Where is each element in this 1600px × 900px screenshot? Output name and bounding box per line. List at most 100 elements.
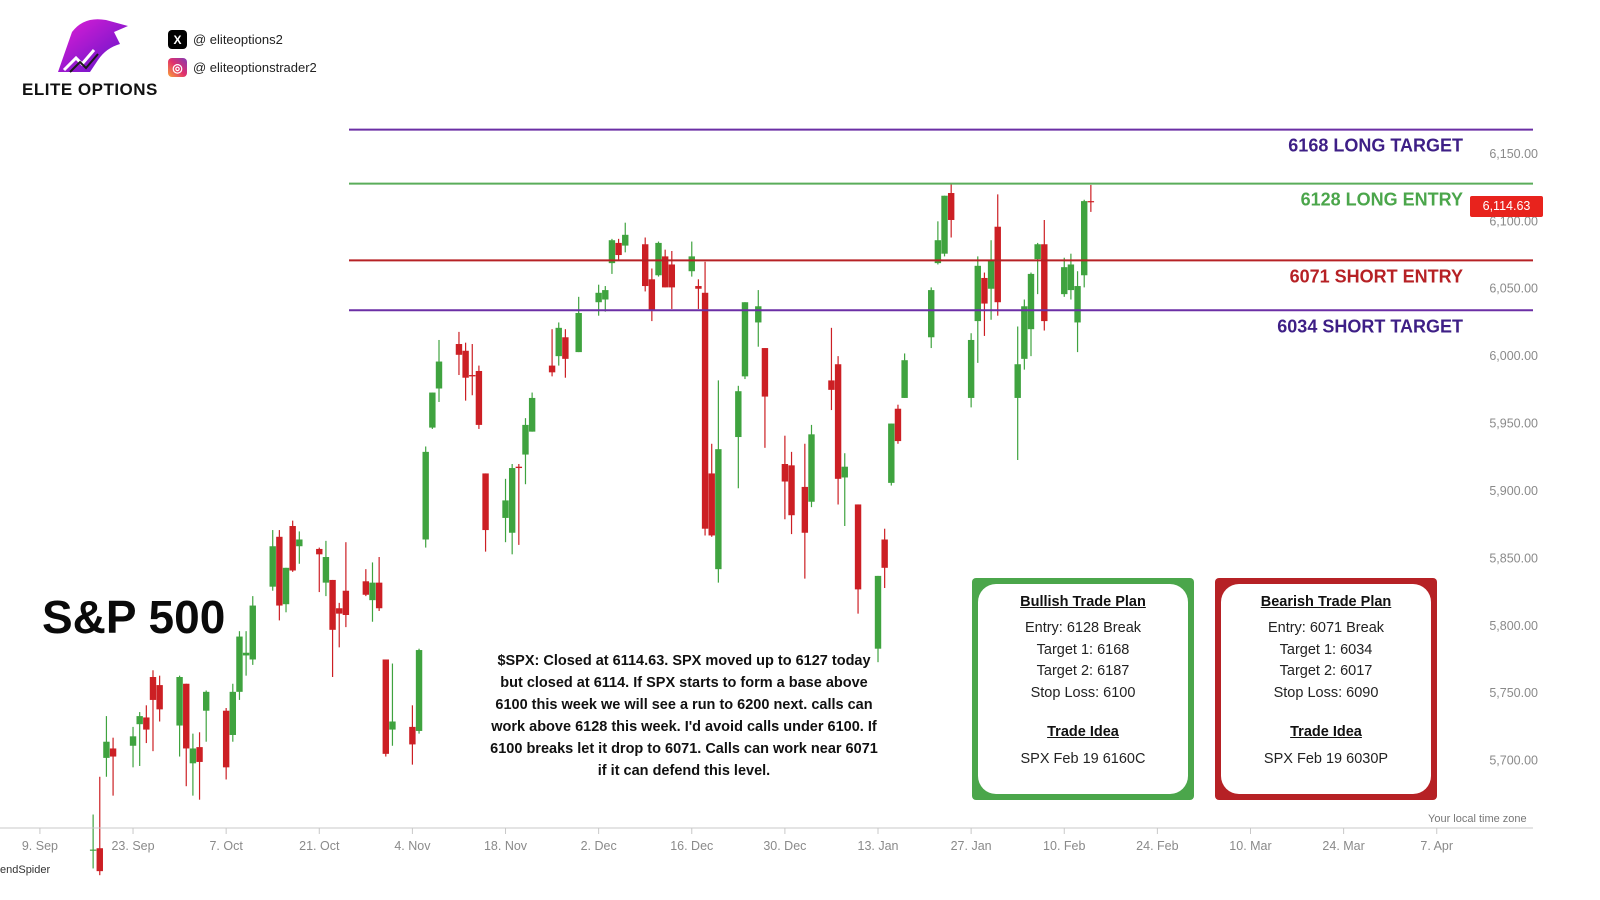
- x-tick-label: 23. Sep: [111, 839, 154, 853]
- x-icon: X: [168, 30, 187, 49]
- candle-body: [508, 468, 516, 533]
- y-axis: 6,150.00 6,100.00 6,050.00 6,000.00 5,950.00…: [1489, 147, 1538, 768]
- candle: [1034, 242, 1041, 295]
- social-instagram[interactable]: ◎ @ eliteoptionstrader2: [168, 58, 317, 77]
- bearish-stop-loss: Stop Loss: 6090: [1273, 684, 1379, 701]
- bullish-target-1: Target 1: 6168: [1036, 641, 1130, 658]
- candle-body: [648, 279, 656, 311]
- levels-group: 6168 LONG TARGET 6128 LONG ENTRY 6071 SHOR…: [349, 128, 1533, 336]
- candle: [415, 648, 423, 734]
- x-tick-label: 24. Feb: [1136, 839, 1178, 853]
- candle: [615, 238, 622, 261]
- candle: [282, 567, 290, 613]
- candle-body: [655, 242, 662, 276]
- candle: [894, 404, 902, 444]
- eagle-logo-icon: [58, 19, 128, 73]
- bullish-idea-title: Trade Idea: [1047, 724, 1119, 740]
- candle-body: [974, 265, 981, 322]
- candle: [741, 302, 749, 380]
- timezone-label[interactable]: Your local time zone: [1428, 813, 1527, 825]
- candle-body: [981, 277, 988, 304]
- level-label: 6071 SHORT ENTRY: [1290, 266, 1463, 286]
- candle: [329, 579, 336, 678]
- candle-body: [109, 748, 117, 757]
- x-axis: 9. Sep 23. Sep 7. Oct 21. Oct 4. Nov 18. Nov 2…: [0, 827, 1533, 853]
- candle: [249, 596, 256, 665]
- bullish-plan-title: Bullish Trade Plan: [1020, 594, 1146, 610]
- candle-body: [1034, 244, 1041, 260]
- candle-body: [422, 451, 429, 540]
- candle-body: [928, 290, 935, 338]
- candle-body: [755, 306, 762, 323]
- candle-body: [608, 240, 616, 264]
- candle: [143, 705, 150, 744]
- candle: [981, 272, 988, 336]
- x-tick-label: 7. Oct: [209, 839, 243, 853]
- candle: [189, 733, 197, 796]
- candle-body: [595, 292, 602, 303]
- x-tick-label: 4. Nov: [394, 839, 431, 853]
- candle: [455, 331, 463, 376]
- candle-body: [894, 408, 902, 442]
- candle: [229, 683, 237, 742]
- candle: [788, 451, 795, 535]
- candle-body: [575, 313, 582, 353]
- brand-logo: [20, 14, 160, 100]
- candle-body: [808, 434, 815, 502]
- candle: [661, 249, 669, 288]
- candle-body: [661, 256, 669, 288]
- candle: [242, 631, 250, 676]
- candle-body: [462, 350, 469, 378]
- candle: [389, 663, 396, 746]
- candle-body: [515, 466, 523, 469]
- candle-body: [888, 423, 895, 483]
- candle-body: [236, 636, 243, 692]
- candle: [994, 194, 1001, 316]
- candle: [276, 530, 283, 621]
- candle-body: [701, 292, 709, 529]
- candle-body: [183, 683, 190, 749]
- candles-group: [89, 183, 1095, 876]
- candle: [482, 473, 489, 552]
- candle-body: [89, 849, 97, 851]
- candle: [236, 631, 243, 700]
- bullish-target-2: Target 2: 6187: [1036, 663, 1130, 679]
- candle-body: [382, 659, 389, 754]
- candle-body: [1067, 264, 1075, 291]
- commentary-text: $SPX: Closed at 6114.63. SPX moved up to…: [490, 653, 878, 779]
- candle-body: [316, 548, 323, 555]
- candle: [701, 261, 709, 536]
- candle: [435, 339, 443, 402]
- candle-body: [715, 449, 722, 570]
- candle-body: [96, 848, 103, 872]
- candle-body: [176, 677, 183, 726]
- social-x[interactable]: X @ eliteoptions2: [168, 30, 283, 49]
- candle-body: [987, 260, 995, 289]
- bearish-plan-card: Bearish Trade Plan Entry: 6071 Break Tar…: [1215, 578, 1437, 800]
- candle-body: [455, 344, 463, 355]
- candle-body: [901, 360, 908, 398]
- candle: [502, 478, 509, 543]
- candle: [655, 241, 662, 277]
- bullish-entry: Entry: 6128 Break: [1024, 620, 1142, 636]
- candle: [941, 195, 948, 257]
- x-tick-label: 18. Nov: [484, 839, 528, 853]
- candle: [222, 708, 230, 780]
- candle: [515, 464, 523, 545]
- candle-body: [143, 717, 150, 730]
- candle-body: [362, 581, 370, 595]
- candle-body: [741, 302, 749, 377]
- candle: [149, 670, 157, 752]
- candle-body: [229, 691, 237, 735]
- candle: [755, 290, 762, 347]
- candle-body: [389, 721, 396, 730]
- candle-body: [522, 424, 529, 455]
- candle: [422, 446, 429, 548]
- candle-body: [1021, 306, 1028, 359]
- candle-body: [602, 290, 609, 300]
- x-tick-label: 10. Mar: [1229, 839, 1271, 853]
- candle: [103, 716, 110, 777]
- candle-body: [415, 650, 423, 731]
- level-label: 6168 LONG TARGET: [1288, 136, 1463, 156]
- candle: [1041, 219, 1048, 331]
